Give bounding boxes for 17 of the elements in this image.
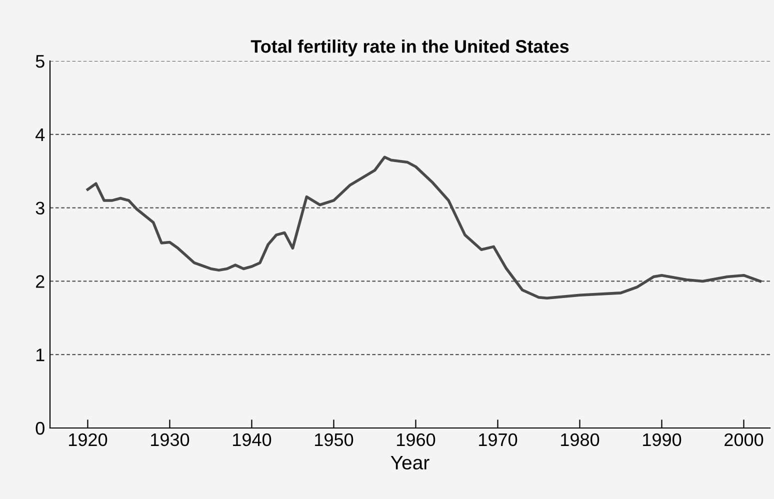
x-tick-label: 1940: [233, 433, 272, 446]
y-tick-label: 4: [36, 128, 45, 141]
y-tick-label: 1: [36, 348, 44, 362]
y-tick-label: 0: [36, 422, 44, 435]
y-tick-label: 3: [36, 202, 44, 215]
y-tick-label: 5: [36, 55, 44, 68]
x-tick-label: 1920: [69, 433, 108, 446]
x-tick-label: 1970: [479, 433, 518, 446]
x-tick-label: 1960: [397, 433, 436, 446]
y-tick-label: 2: [36, 275, 44, 288]
x-tick-label: 1950: [315, 433, 354, 446]
x-tick-label: 1980: [561, 433, 600, 446]
x-tick-label: 1990: [643, 433, 682, 446]
x-axis-title: Year: [390, 456, 430, 470]
x-tick-label: 1930: [151, 433, 190, 446]
x-tick-label: 2000: [724, 433, 764, 446]
chart-title: Total fertility rate in the United States: [250, 40, 569, 56]
